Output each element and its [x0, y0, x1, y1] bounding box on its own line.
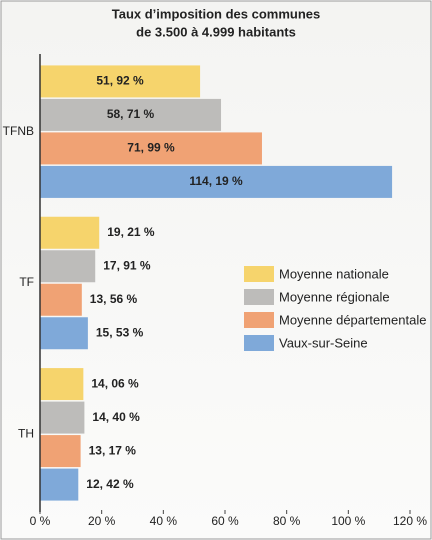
legend-swatch: [244, 312, 274, 328]
value-label: 15, 53 %: [96, 325, 144, 339]
legend-label: Moyenne régionale: [279, 289, 390, 304]
value-label: 51, 92 %: [96, 74, 144, 88]
value-label: 17, 91 %: [103, 258, 151, 272]
x-tick-label: 40 %: [150, 514, 178, 528]
x-tick-label: 20 %: [88, 514, 116, 528]
value-label: 71, 99 %: [127, 141, 175, 155]
value-label: 13, 56 %: [90, 292, 138, 306]
bar: [40, 132, 262, 165]
x-tick-label: 60 %: [211, 514, 239, 528]
bar: [40, 468, 79, 501]
y-tick-label: TH: [18, 427, 34, 441]
value-label: 14, 06 %: [91, 376, 139, 390]
bar: [40, 216, 100, 249]
bar: [40, 165, 393, 198]
bar: [40, 435, 81, 468]
x-tick-label: 80 %: [273, 514, 301, 528]
value-label: 13, 17 %: [89, 443, 137, 457]
legend-swatch: [244, 289, 274, 305]
chart-title: Taux d’imposition des communes: [112, 6, 321, 21]
x-tick-label: 120 %: [393, 514, 427, 528]
legend-swatch: [244, 335, 274, 351]
legend-swatch: [244, 266, 274, 282]
bar: [40, 401, 85, 434]
value-label: 19, 21 %: [107, 225, 155, 239]
x-tick-label: 100 %: [331, 514, 365, 528]
bar: [40, 317, 88, 350]
bar: [40, 250, 96, 283]
x-tick-label: 0 %: [30, 514, 51, 528]
bar: [40, 65, 201, 98]
bar: [40, 98, 222, 131]
y-tick-label: TFNB: [3, 124, 34, 138]
legend-label: Moyenne départementale: [279, 312, 426, 327]
legend-label: Vaux-sur-Seine: [279, 335, 368, 350]
legend-label: Moyenne nationale: [279, 266, 389, 281]
value-label: 114, 19 %: [189, 174, 243, 188]
chart-title: de 3.500 à 4.999 habitants: [136, 24, 296, 39]
value-label: 12, 42 %: [86, 477, 134, 491]
bar: [40, 283, 82, 316]
value-label: 14, 40 %: [92, 410, 140, 424]
y-tick-label: TF: [19, 275, 34, 289]
bar: [40, 368, 84, 401]
value-label: 58, 71 %: [107, 107, 155, 121]
